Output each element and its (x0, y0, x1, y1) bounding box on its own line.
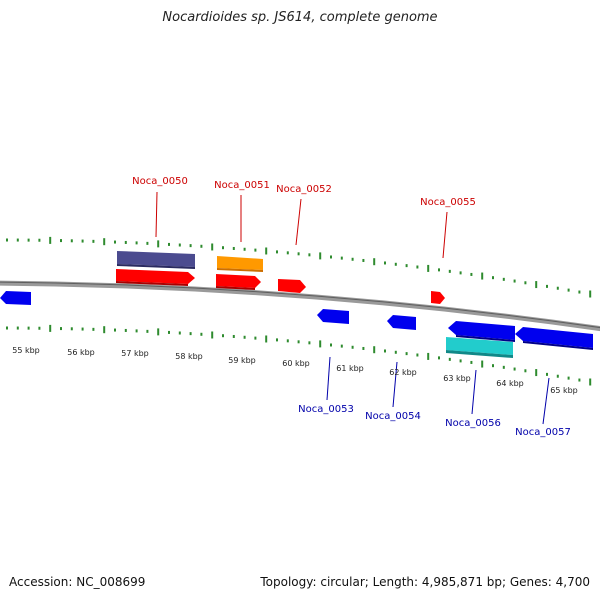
gene-feature-blue-4[interactable] (448, 321, 515, 340)
genome-backbone (0, 280, 600, 332)
gene-feature-blue-5-edge (523, 341, 593, 350)
scale-label: 59 kbp (228, 356, 256, 365)
lower-tick-track (6, 324, 592, 386)
gene-feature-blue-3[interactable] (387, 315, 416, 330)
gene-feature-blue-5[interactable] (515, 327, 593, 348)
gene-feature-red-1-edge (116, 281, 188, 286)
gene-feature-blue-4-edge (456, 335, 515, 342)
scale-label: 64 kbp (496, 379, 524, 388)
gene-feature-blue-2[interactable] (317, 309, 349, 324)
scale-label: 62 kbp (389, 368, 417, 377)
scale-label: 65 kbp (550, 386, 578, 395)
gene-label-noca-0051[interactable]: Noca_0051 (214, 180, 270, 191)
gene-feature-orange-edge (217, 268, 263, 272)
scale-label: 60 kbp (282, 359, 310, 368)
accession-text: Accession: NC_008699 (9, 575, 146, 589)
forward-features (116, 251, 445, 304)
scale-label: 55 kbp (12, 346, 40, 355)
scale-label: 57 kbp (121, 349, 149, 358)
gene-feature-purple-edge (117, 264, 195, 269)
gene-feature-red-2-edge (216, 286, 255, 290)
gene-feature-red-1[interactable] (116, 269, 195, 284)
gene-label-noca-0053[interactable]: Noca_0053 (298, 404, 354, 415)
gene-feature-cyan[interactable] (446, 337, 513, 355)
gene-feature-red-2[interactable] (216, 274, 261, 288)
genome-summary-text: Topology: circular; Length: 4,985,871 bp… (260, 575, 590, 589)
scale-label: 58 kbp (175, 352, 203, 361)
gene-feature-orange[interactable] (217, 256, 263, 270)
scale-label: 56 kbp (67, 348, 95, 357)
scale-label: 61 kbp (336, 364, 364, 373)
gene-feature-red-3[interactable] (278, 279, 306, 293)
map-title: Nocardioides sp. JS614, complete genome (162, 10, 438, 25)
gene-label-noca-0050[interactable]: Noca_0050 (132, 176, 188, 187)
upper-tick-track (6, 236, 592, 298)
reverse-callouts (326, 356, 550, 425)
gene-feature-blue-1[interactable] (0, 291, 31, 305)
gene-feature-red-4[interactable] (431, 291, 445, 304)
scale-label: 63 kbp (443, 374, 471, 383)
gene-feature-cyan-edge (446, 350, 513, 358)
reverse-features (0, 291, 593, 358)
scale-labels: 55 kbp 56 kbp 57 kbp 58 kbp 59 kbp 60 kb… (12, 346, 578, 395)
gene-label-noca-0056[interactable]: Noca_0056 (445, 418, 501, 429)
gene-label-noca-0054[interactable]: Noca_0054 (365, 411, 421, 422)
forward-callouts (155, 191, 448, 259)
gene-feature-purple[interactable] (117, 251, 195, 267)
gene-label-noca-0057[interactable]: Noca_0057 (515, 427, 571, 438)
gene-label-noca-0055[interactable]: Noca_0055 (420, 197, 476, 208)
gene-label-noca-0052[interactable]: Noca_0052 (276, 184, 332, 195)
genome-backbone-highlight (0, 281, 600, 329)
